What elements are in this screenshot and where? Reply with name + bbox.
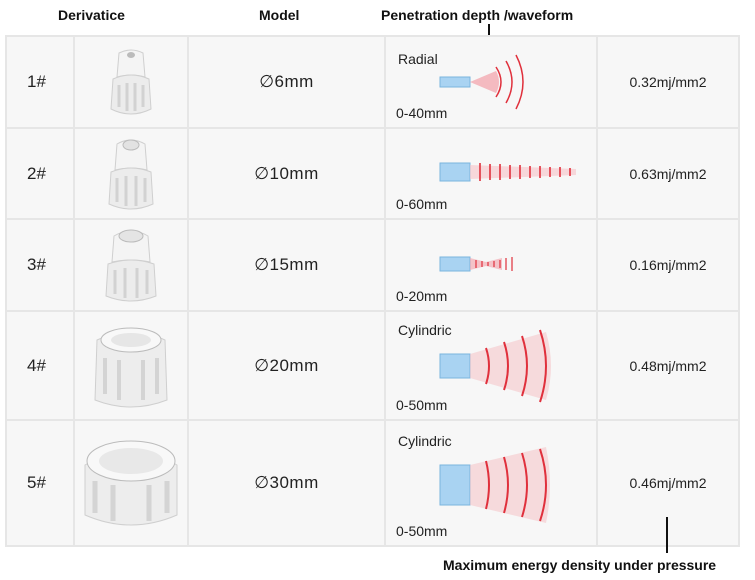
row-number: 3#: [5, 218, 75, 312]
model-size: ∅30mm: [187, 419, 386, 547]
tip-image-cell: [73, 310, 189, 421]
energy-density: 0.63mj/mm2: [596, 127, 740, 220]
header-derivative: Derivatice: [58, 7, 125, 23]
wave-type-label: Cylindric: [398, 433, 452, 449]
energy-density: 0.16mj/mm2: [596, 218, 740, 312]
tip-image-cell: [73, 35, 189, 129]
model-size: ∅20mm: [187, 310, 386, 421]
table-row: 4# ∅20mm Cylindric: [5, 310, 740, 421]
model-size: ∅15mm: [187, 218, 386, 312]
row-number: 4#: [5, 310, 75, 421]
waveform-cell: 0-20mm: [384, 218, 598, 312]
energy-density: 0.48mj/mm2: [596, 310, 740, 421]
table-row: 1# ∅6mm Radial 0-40mm: [5, 35, 740, 129]
penetration-range: 0-50mm: [396, 523, 448, 539]
tip-image-cell: [73, 419, 189, 547]
cylindric-waveform-icon: [439, 447, 550, 523]
energy-density: 0.46mj/mm2: [596, 419, 740, 547]
transmitter-tip-10mm-icon: [108, 139, 154, 209]
transmitter-tip-15mm-icon: [105, 229, 157, 302]
header-penetration: Penetration depth /waveform: [381, 7, 574, 23]
short-waveform-icon: [439, 256, 513, 272]
model-size: ∅6mm: [187, 35, 386, 129]
penetration-range: 0-20mm: [396, 288, 448, 304]
penetration-range: 0-60mm: [396, 196, 448, 212]
energy-density: 0.32mj/mm2: [596, 35, 740, 129]
waveform-cell: Cylindric 0-50mm: [384, 310, 598, 421]
transmitter-tip-6mm-icon: [110, 49, 152, 115]
row-number: 1#: [5, 35, 75, 129]
wave-type-label: Cylindric: [398, 322, 452, 338]
radial-waveform-icon: [439, 54, 524, 110]
waveform-cell: 0-60mm: [384, 127, 598, 220]
row-number: 2#: [5, 127, 75, 220]
table-row: 2# ∅10mm 0-60mm 0.63mj/mm2: [5, 127, 740, 220]
penetration-range: 0-50mm: [396, 397, 448, 413]
waveform-cell: Radial 0-40mm: [384, 35, 598, 129]
tip-image-cell: [73, 218, 189, 312]
energy-callout-line: [666, 517, 668, 553]
focused-waveform-icon: [439, 162, 576, 182]
footer-label: Maximum energy density under pressure: [443, 557, 717, 573]
cylindric-waveform-icon: [439, 329, 551, 403]
row-number: 5#: [5, 419, 75, 547]
transmitter-tip-20mm-icon: [94, 327, 168, 407]
waveform-cell: Cylindric 0-50mm: [384, 419, 598, 547]
table-row: 5# ∅30mm Cylindric: [5, 419, 740, 547]
transmitter-table: 1# ∅6mm Radial 0-40mm: [5, 35, 740, 547]
header-model: Model: [259, 7, 300, 23]
wave-type-label: Radial: [398, 51, 438, 67]
penetration-range: 0-40mm: [396, 105, 448, 121]
table-row: 3# ∅15mm 0-20mm 0.16mj/mm2: [5, 218, 740, 312]
tip-image-cell: [73, 127, 189, 220]
model-size: ∅10mm: [187, 127, 386, 220]
transmitter-tip-30mm-icon: [84, 440, 178, 526]
